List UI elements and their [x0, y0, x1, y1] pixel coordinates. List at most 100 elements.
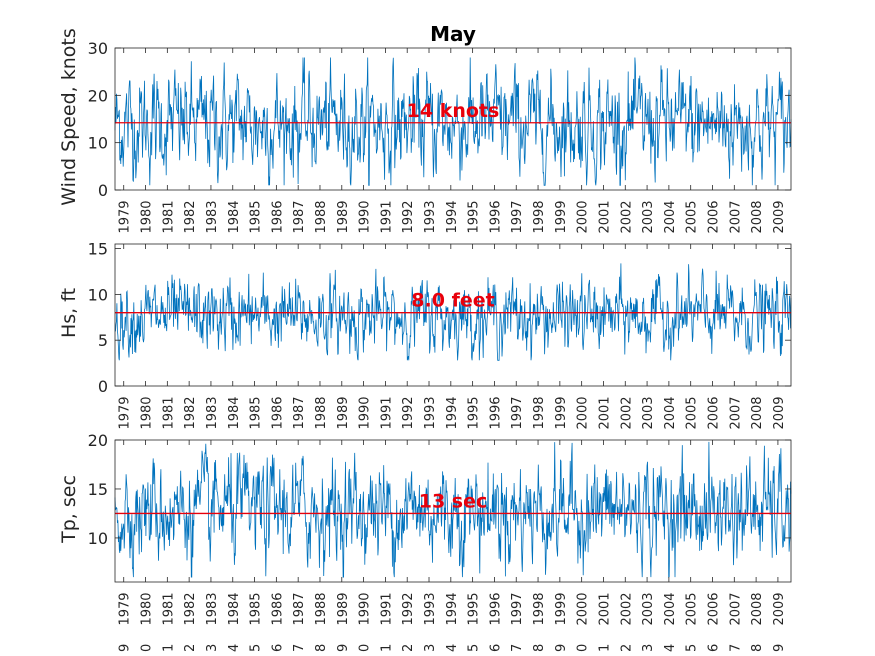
y-axis-label: Wind Speed, knots: [58, 28, 80, 205]
x-tick-label: 1995: [467, 396, 482, 429]
x-tick-label: 1992: [401, 200, 416, 233]
x-tick-label: 9: [772, 644, 787, 652]
x-tick-label: 1998: [532, 396, 547, 429]
x-tick-label: 2007: [728, 396, 743, 429]
x-tick-label: 1992: [401, 592, 416, 625]
x-tick-label: 2: [401, 644, 416, 652]
x-tick-label: 1988: [314, 592, 329, 625]
x-tick-label: 2002: [619, 200, 634, 233]
x-tick-label: 1998: [532, 592, 547, 625]
x-tick-label: 0: [140, 644, 155, 652]
x-tick-label: 3: [641, 644, 656, 652]
x-tick-label: 2003: [641, 200, 656, 233]
x-tick-label: 0: [576, 644, 591, 652]
x-tick-label: 1982: [183, 200, 198, 233]
x-tick-label: 1983: [205, 200, 220, 233]
x-tick-label: 1986: [270, 396, 285, 429]
x-tick-label: 2001: [597, 396, 612, 429]
x-tick-label: 2005: [685, 396, 700, 429]
x-tick-label: 3: [423, 644, 438, 652]
x-tick-label: 9: [118, 644, 133, 652]
axes-box: [114, 47, 792, 191]
y-axis-label: Hs, ft: [58, 288, 80, 338]
x-tick-label: 1996: [488, 200, 503, 233]
y-tick-label: 0: [98, 181, 108, 200]
x-tick-label: 1999: [554, 592, 569, 625]
x-tick-label: 2005: [685, 200, 700, 233]
x-tick-label: 1990: [358, 200, 373, 233]
x-tick-label: 2000: [576, 592, 591, 625]
y-tick-label: 5: [98, 331, 108, 350]
x-tick-label: 4: [227, 644, 242, 652]
x-tick-label: 1991: [379, 592, 394, 625]
x-tick-label: 5: [467, 644, 482, 652]
x-tick-label: 7: [510, 644, 525, 652]
x-tick-label: 2008: [750, 396, 765, 429]
x-tick-label: 1986: [270, 200, 285, 233]
x-tick-label: 1990: [358, 592, 373, 625]
y-tick-label: 0: [98, 377, 108, 396]
x-tick-label: 7: [728, 644, 743, 652]
x-tick-label: 1993: [423, 200, 438, 233]
x-tick-label: 1979: [118, 396, 133, 429]
x-tick-label: 2001: [597, 200, 612, 233]
x-tick-label: 2002: [619, 396, 634, 429]
x-tick-label: 1989: [336, 396, 351, 429]
x-tick-label: 1: [597, 644, 612, 652]
x-tick-label: 1980: [140, 396, 155, 429]
x-tick-label: 1987: [292, 200, 307, 233]
axes-box: [114, 243, 792, 387]
x-tick-label: 2004: [663, 200, 678, 233]
reference-line-label: 14 knots: [407, 100, 500, 122]
x-tick-label: 1997: [510, 592, 525, 625]
x-tick-label: 2006: [706, 396, 721, 429]
y-tick-label: 10: [88, 285, 108, 304]
x-tick-label: 1982: [183, 592, 198, 625]
x-tick-label: 2009: [772, 592, 787, 625]
x-tick-label: 1: [161, 644, 176, 652]
x-tick-label: 1999: [554, 200, 569, 233]
x-tick-label: 2007: [728, 592, 743, 625]
x-tick-label: 0: [358, 644, 373, 652]
x-tick-label: 1979: [118, 200, 133, 233]
x-tick-label: 2008: [750, 592, 765, 625]
x-tick-label: 2006: [706, 200, 721, 233]
x-tick-label: 2008: [750, 200, 765, 233]
panel-3: 13 sec 10 15 20 1979 1980 1981 1982 1983 1984 1985…: [58, 431, 792, 626]
x-tick-label: 1983: [205, 396, 220, 429]
x-tick-label: 1982: [183, 396, 198, 429]
x-tick-label: 1994: [445, 592, 460, 625]
x-tick-label: 1998: [532, 200, 547, 233]
x-tick-label: 2: [619, 644, 634, 652]
x-tick-label: 1989: [336, 592, 351, 625]
x-tick-label: 1: [379, 644, 394, 652]
x-tick-label: 1997: [510, 396, 525, 429]
x-tick-label: 1987: [292, 592, 307, 625]
series-line: [114, 57, 792, 186]
x-tick-label: 1984: [227, 396, 242, 429]
x-tick-label: 2004: [663, 396, 678, 429]
x-tick-label: 1980: [140, 200, 155, 233]
x-tick-label: 1985: [249, 592, 264, 625]
y-tick-label: 30: [88, 39, 108, 58]
x-tick-label: 2000: [576, 200, 591, 233]
x-tick-label: 6: [706, 644, 721, 652]
y-axis-label: Tp, sec: [58, 475, 80, 544]
x-tick-label: 1984: [227, 592, 242, 625]
x-tick-label: 8: [532, 644, 547, 652]
x-tick-label: 2007: [728, 200, 743, 233]
x-tick-label: 1984: [227, 200, 242, 233]
x-tick-label: 1985: [249, 396, 264, 429]
series-line: [114, 441, 792, 578]
x-tick-label: 1987: [292, 396, 307, 429]
axes-box: [114, 439, 792, 583]
chart-title: May: [430, 22, 476, 46]
x-tick-label: 2001: [597, 592, 612, 625]
x-tick-label: 1994: [445, 200, 460, 233]
x-tick-label: 9: [336, 644, 351, 652]
x-tick-label: 5: [685, 644, 700, 652]
x-tick-label: 2009: [772, 396, 787, 429]
x-tick-label: 1996: [488, 396, 503, 429]
